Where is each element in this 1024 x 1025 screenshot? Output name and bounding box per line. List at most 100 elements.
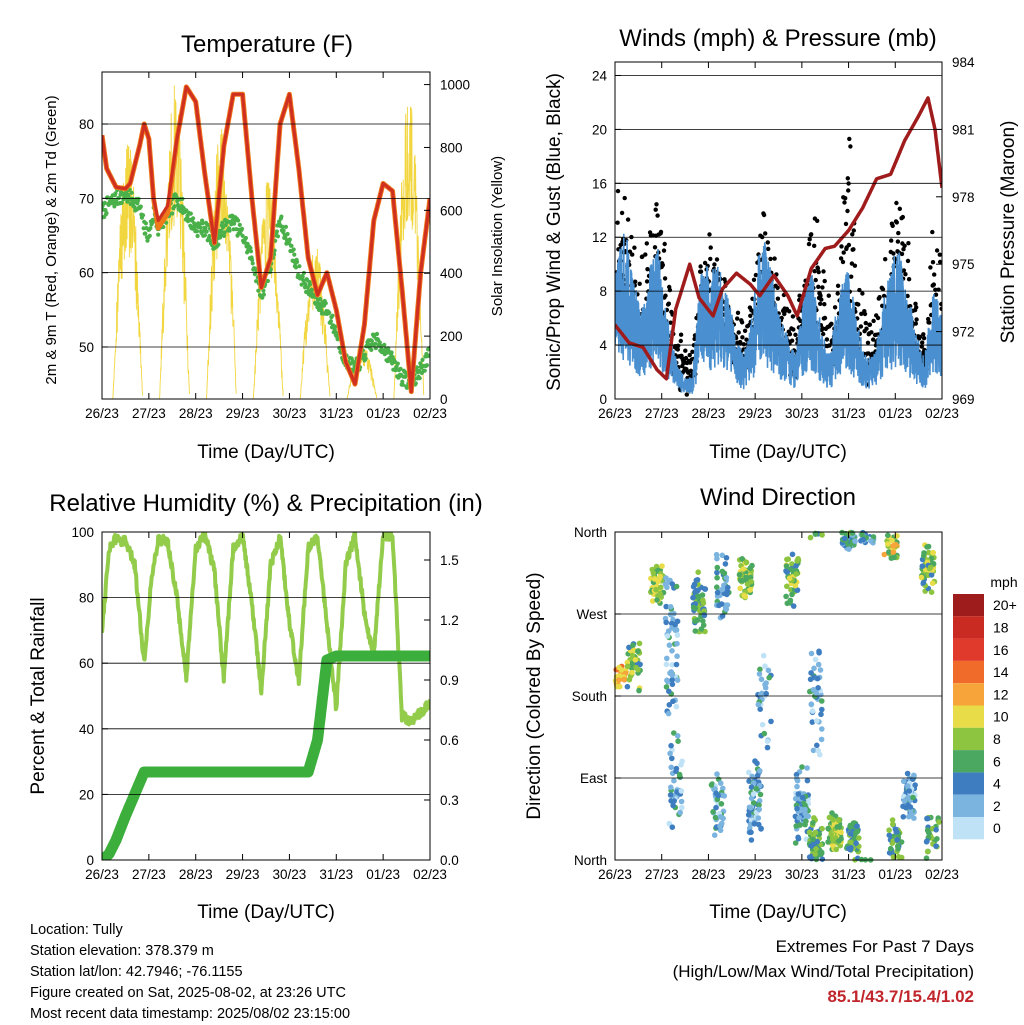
gust-point (894, 220, 899, 225)
wind-direction-point (925, 549, 932, 556)
dewpoint-point (400, 379, 405, 384)
dewpoint-point (260, 295, 265, 300)
wind-direction-point (934, 836, 940, 842)
wind-direction-point (841, 535, 848, 542)
wind-direction-point (793, 823, 799, 829)
wind-direction-point (694, 594, 701, 600)
wind-direction-point (804, 765, 810, 771)
wind-direction-point (758, 826, 764, 832)
temperature-panel: Temperature (F) 506070800200400600800100… (43, 31, 506, 463)
wind-direction-point (891, 554, 897, 561)
dewpoint-point (240, 233, 245, 238)
wind-direction-point (886, 832, 893, 838)
y-tick-label: 4 (599, 338, 607, 353)
y-right-tick-label: 0 (440, 392, 448, 407)
gust-point (708, 245, 713, 250)
wind-direction-point (927, 564, 934, 571)
wind-direction-point (839, 529, 845, 536)
wind-direction-point (674, 640, 680, 647)
wind-direction-point (766, 674, 772, 681)
wind-direction-point (692, 628, 699, 634)
gust-point (653, 207, 658, 212)
x-tick-label: 01/23 (366, 867, 400, 882)
legend-swatch (953, 616, 984, 639)
legend-swatch (953, 750, 984, 773)
wind-direction-point (758, 691, 764, 698)
wind-direction-point (759, 721, 766, 728)
gust-point (899, 251, 905, 257)
wind-direction-point (754, 760, 760, 767)
y-right-tick-label: 1000 (440, 78, 470, 93)
wind-direction-point (815, 661, 822, 668)
gust-point (939, 301, 942, 307)
wind-direction-point (799, 794, 806, 801)
x-tick-label: 27/23 (645, 406, 679, 421)
y-right-tick-label: 1.5 (440, 553, 459, 568)
gust-point (766, 246, 771, 252)
dewpoint-point (363, 356, 368, 361)
wind-direction-point (784, 569, 790, 576)
gust-point (901, 268, 907, 273)
wind-direction-point (809, 708, 816, 714)
dewpoint-point (280, 224, 285, 229)
wind-direction-point (701, 612, 708, 619)
legend-label: 4 (993, 776, 1001, 792)
dewpoint-point (279, 214, 284, 219)
dewpoint-point (327, 310, 332, 315)
gust-point (903, 272, 908, 277)
gust-point (739, 320, 745, 325)
wind-direction-point (764, 738, 771, 744)
x-tick-label: 30/23 (273, 406, 307, 421)
y-tick-label: 100 (71, 525, 94, 540)
gust-point (806, 241, 812, 247)
wind-direction-point (904, 770, 911, 777)
gust-point (662, 276, 668, 281)
gust-point (852, 263, 858, 268)
wind-direction-point (714, 771, 720, 777)
wind-direction-point (674, 677, 681, 683)
wind-direction-point (750, 780, 757, 786)
gust-point (843, 196, 848, 201)
dewpoint-point (220, 225, 225, 230)
dewpoint-point (417, 376, 422, 381)
wind-direction-point (889, 537, 895, 544)
gust-point (921, 336, 927, 341)
dewpoint-point (319, 308, 324, 313)
wind-direction-title: Wind Direction (700, 484, 856, 511)
gust-point (937, 259, 942, 265)
gust-point (822, 315, 828, 321)
legend-label: 2 (993, 798, 1001, 814)
y-right-tick-label: 981 (952, 122, 975, 137)
gust-point (654, 202, 659, 207)
winds-ylabel: Sonic/Prop Wind & Gust (Blue, Black) (544, 73, 565, 391)
gust-point (869, 330, 874, 335)
y-right-tick-label: 969 (952, 392, 975, 407)
wind-direction-point (812, 656, 819, 663)
gust-point (881, 293, 887, 299)
dewpoint-point (129, 190, 134, 195)
y-tick-label: 80 (79, 117, 94, 132)
x-tick-label: 27/23 (132, 867, 166, 882)
wind-direction-point (663, 619, 669, 626)
wind-direction-point (746, 769, 752, 776)
wind-direction-point (748, 784, 755, 790)
wind-direction-point (810, 836, 816, 843)
wind-direction-point (833, 846, 840, 853)
gust-point (848, 144, 853, 149)
gust-point (622, 195, 627, 201)
wind-direction-point (755, 815, 762, 821)
gust-point (863, 320, 868, 326)
wind-direction-point (664, 584, 670, 591)
dewpoint-point (293, 265, 299, 270)
wind-direction-point (765, 667, 772, 674)
wind-direction-point (762, 663, 768, 669)
dewpoint-point (289, 243, 294, 248)
humidity-ylabel: Percent & Total Rainfall (28, 597, 49, 794)
dewpoint-point (318, 296, 323, 302)
dewpoint-point (418, 361, 423, 366)
wind-direction-point (806, 829, 813, 835)
x-tick-label: 28/23 (179, 406, 213, 421)
gust-point (851, 228, 856, 233)
winds-plot-area (615, 96, 942, 397)
wind-direction-point (714, 575, 720, 581)
